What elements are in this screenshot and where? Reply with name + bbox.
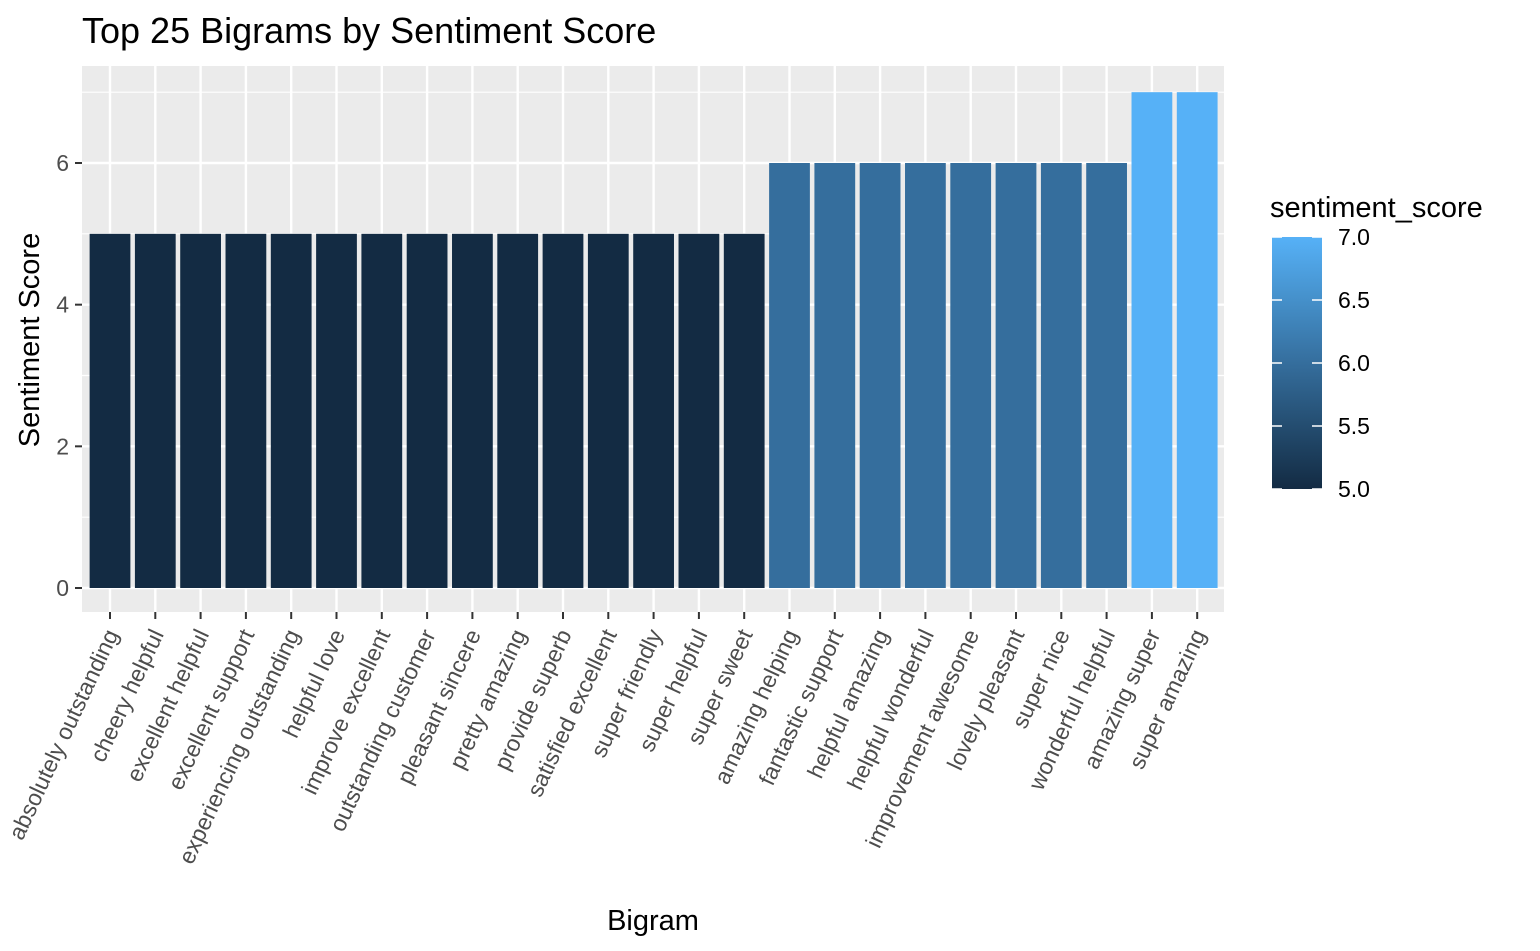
- bar: [452, 233, 493, 589]
- bar: [678, 233, 720, 589]
- bar: [859, 163, 901, 588]
- y-tick-label: 4: [56, 292, 69, 318]
- y-tick-label: 0: [56, 575, 69, 601]
- bar: [134, 233, 176, 589]
- bar: [814, 163, 856, 588]
- bar: [633, 233, 674, 589]
- bar: [361, 233, 403, 589]
- bar: [769, 163, 810, 588]
- y-tick-label: 2: [56, 433, 69, 459]
- bar: [316, 233, 357, 589]
- bar: [1131, 92, 1173, 589]
- y-axis-title: Sentiment Score: [14, 233, 46, 447]
- bar: [905, 163, 946, 588]
- legend-label: 6.5: [1338, 287, 1370, 313]
- bar: [270, 233, 312, 589]
- bar: [497, 233, 539, 589]
- legend-label: 5.0: [1338, 476, 1370, 502]
- x-axis-title: Bigram: [607, 905, 699, 937]
- bar: [225, 233, 267, 589]
- y-axis: 0 2 4 6: [56, 150, 82, 601]
- bar: [587, 233, 629, 589]
- y-tick-label: 6: [56, 150, 69, 176]
- bar: [950, 163, 992, 588]
- bar: [723, 233, 765, 589]
- bar: [89, 233, 131, 589]
- bar: [542, 233, 584, 589]
- bar: [1040, 163, 1082, 588]
- legend-title: sentiment_score: [1270, 192, 1483, 224]
- bars: [89, 92, 1218, 589]
- legend-ticks: 7.0 6.5 6.0 5.5 5.0: [1272, 224, 1370, 502]
- legend-label: 5.5: [1338, 413, 1370, 439]
- legend: sentiment_score 7.0 6.5 6.0 5.5 5.0: [1270, 192, 1483, 502]
- bar: [406, 233, 448, 589]
- legend-label: 6.0: [1338, 350, 1370, 376]
- bar: [1086, 163, 1127, 588]
- bar: [1176, 92, 1218, 589]
- bar: [995, 163, 1037, 588]
- chart-title: Top 25 Bigrams by Sentiment Score: [82, 10, 656, 51]
- legend-label: 7.0: [1338, 224, 1370, 250]
- bar: [180, 233, 221, 589]
